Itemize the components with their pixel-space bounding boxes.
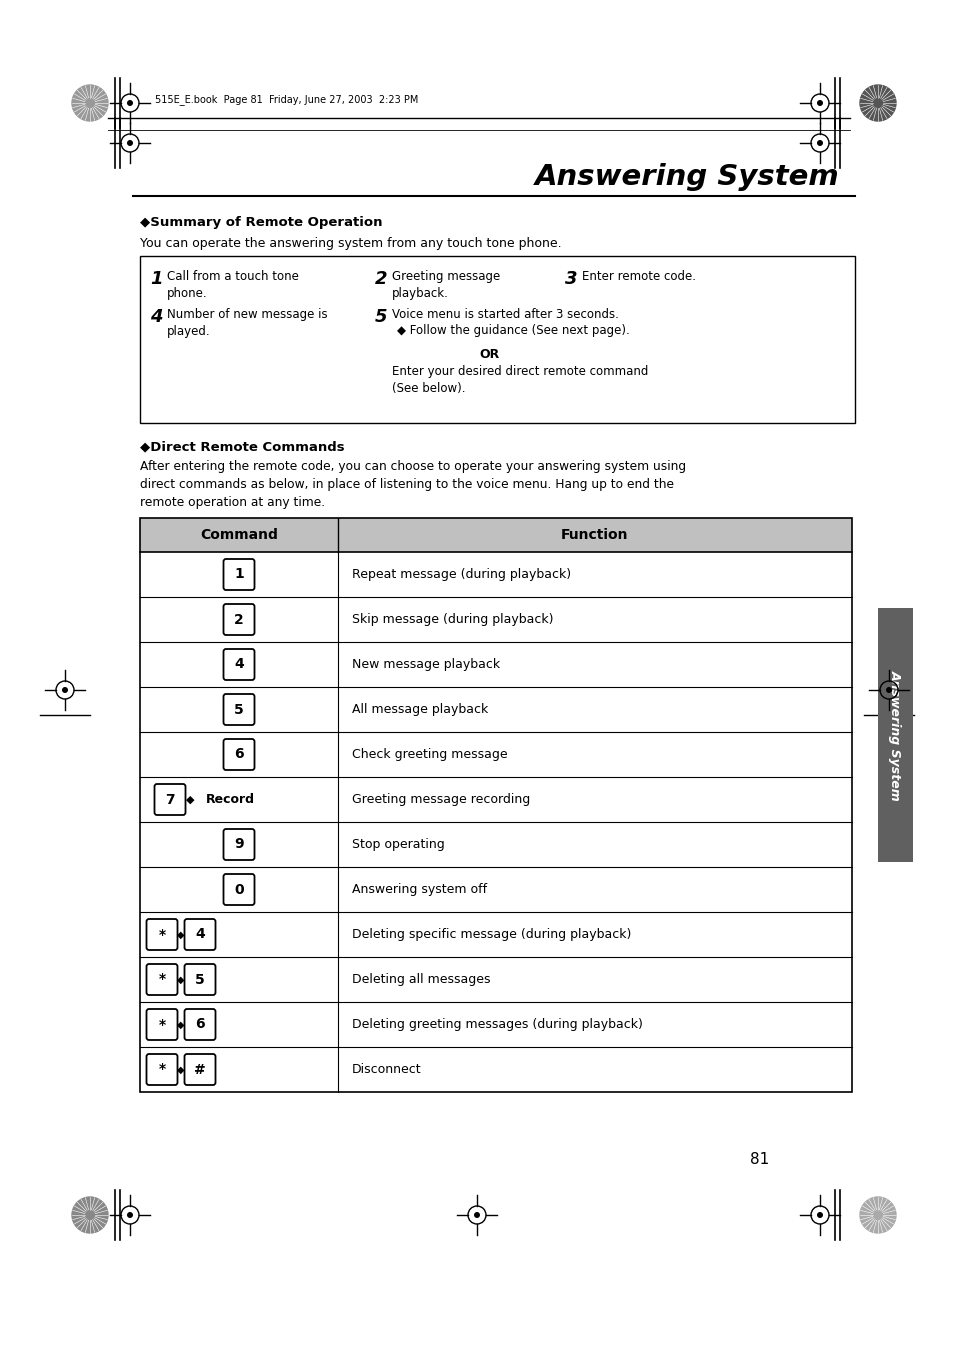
Circle shape bbox=[71, 85, 108, 122]
Text: Answering System: Answering System bbox=[535, 163, 840, 190]
Text: Number of new message is
played.: Number of new message is played. bbox=[167, 308, 327, 338]
FancyBboxPatch shape bbox=[223, 739, 254, 770]
FancyBboxPatch shape bbox=[184, 1009, 215, 1040]
Text: All message playback: All message playback bbox=[352, 703, 488, 716]
Text: *: * bbox=[158, 973, 166, 986]
Text: 5: 5 bbox=[233, 703, 244, 716]
Bar bbox=[877, 608, 912, 862]
FancyBboxPatch shape bbox=[223, 648, 254, 680]
Circle shape bbox=[816, 1212, 822, 1219]
Text: 81: 81 bbox=[750, 1152, 769, 1167]
FancyBboxPatch shape bbox=[154, 784, 185, 815]
Text: Greeting message
playback.: Greeting message playback. bbox=[392, 270, 499, 300]
Text: ◆: ◆ bbox=[177, 974, 185, 985]
Text: New message playback: New message playback bbox=[352, 658, 499, 671]
Text: OR: OR bbox=[479, 349, 499, 361]
FancyBboxPatch shape bbox=[147, 1009, 177, 1040]
Text: 515E_E.book  Page 81  Friday, June 27, 2003  2:23 PM: 515E_E.book Page 81 Friday, June 27, 200… bbox=[154, 95, 418, 105]
Circle shape bbox=[71, 1197, 108, 1233]
Text: Record: Record bbox=[206, 793, 254, 807]
Circle shape bbox=[127, 1212, 132, 1219]
Text: Call from a touch tone
phone.: Call from a touch tone phone. bbox=[167, 270, 298, 300]
Text: You can operate the answering system from any touch tone phone.: You can operate the answering system fro… bbox=[140, 236, 561, 250]
Text: 1: 1 bbox=[150, 270, 162, 288]
FancyBboxPatch shape bbox=[223, 874, 254, 905]
Text: 7: 7 bbox=[165, 793, 174, 807]
Text: Voice menu is started after 3 seconds.: Voice menu is started after 3 seconds. bbox=[392, 308, 618, 322]
Text: Repeat message (during playback): Repeat message (during playback) bbox=[352, 567, 571, 581]
Circle shape bbox=[885, 688, 891, 693]
FancyBboxPatch shape bbox=[147, 1054, 177, 1085]
Text: *: * bbox=[158, 928, 166, 942]
Text: 4: 4 bbox=[195, 928, 205, 942]
Text: 5: 5 bbox=[375, 308, 387, 326]
Circle shape bbox=[127, 141, 132, 146]
Text: 2: 2 bbox=[233, 612, 244, 627]
Text: #: # bbox=[193, 1062, 206, 1077]
Text: Enter remote code.: Enter remote code. bbox=[581, 270, 696, 282]
Text: ◆Summary of Remote Operation: ◆Summary of Remote Operation bbox=[140, 216, 382, 230]
FancyBboxPatch shape bbox=[223, 559, 254, 590]
Text: 9: 9 bbox=[233, 838, 244, 851]
Text: 4: 4 bbox=[150, 308, 162, 326]
Text: 2: 2 bbox=[375, 270, 387, 288]
Text: After entering the remote code, you can choose to operate your answering system : After entering the remote code, you can … bbox=[140, 459, 685, 509]
Circle shape bbox=[474, 1212, 479, 1219]
Text: Check greeting message: Check greeting message bbox=[352, 748, 507, 761]
Text: Deleting specific message (during playback): Deleting specific message (during playba… bbox=[352, 928, 631, 942]
Text: 4: 4 bbox=[233, 658, 244, 671]
Text: Answering system off: Answering system off bbox=[352, 884, 487, 896]
FancyBboxPatch shape bbox=[184, 1054, 215, 1085]
Circle shape bbox=[859, 85, 895, 122]
Text: Command: Command bbox=[200, 528, 277, 542]
Text: 5: 5 bbox=[195, 973, 205, 986]
Circle shape bbox=[816, 100, 822, 105]
Bar bbox=[140, 517, 851, 1092]
FancyBboxPatch shape bbox=[184, 919, 215, 950]
Text: Stop operating: Stop operating bbox=[352, 838, 444, 851]
Text: 3: 3 bbox=[564, 270, 577, 288]
Text: Skip message (during playback): Skip message (during playback) bbox=[352, 613, 553, 626]
Text: Function: Function bbox=[560, 528, 628, 542]
Text: Enter your desired direct remote command
(See below).: Enter your desired direct remote command… bbox=[392, 365, 648, 394]
Circle shape bbox=[859, 1197, 895, 1233]
Text: Deleting greeting messages (during playback): Deleting greeting messages (during playb… bbox=[352, 1019, 642, 1031]
Text: Deleting all messages: Deleting all messages bbox=[352, 973, 490, 986]
Bar bbox=[140, 517, 851, 553]
Text: ◆Direct Remote Commands: ◆Direct Remote Commands bbox=[140, 440, 344, 453]
FancyBboxPatch shape bbox=[147, 965, 177, 994]
Text: *: * bbox=[158, 1062, 166, 1077]
Text: *: * bbox=[158, 1017, 166, 1032]
Text: ◆: ◆ bbox=[186, 794, 194, 804]
Bar bbox=[140, 255, 854, 423]
Text: ◆: ◆ bbox=[177, 1065, 185, 1074]
Circle shape bbox=[62, 688, 68, 693]
FancyBboxPatch shape bbox=[223, 604, 254, 635]
Circle shape bbox=[127, 100, 132, 105]
Text: ◆: ◆ bbox=[177, 1020, 185, 1029]
FancyBboxPatch shape bbox=[223, 830, 254, 861]
FancyBboxPatch shape bbox=[184, 965, 215, 994]
Text: Disconnect: Disconnect bbox=[352, 1063, 421, 1075]
Text: 0: 0 bbox=[233, 882, 244, 897]
FancyBboxPatch shape bbox=[147, 919, 177, 950]
Text: Answering System: Answering System bbox=[888, 670, 901, 800]
Text: ◆: ◆ bbox=[177, 929, 185, 939]
Text: Greeting message recording: Greeting message recording bbox=[352, 793, 530, 807]
Text: 6: 6 bbox=[195, 1017, 205, 1032]
FancyBboxPatch shape bbox=[223, 694, 254, 725]
Circle shape bbox=[816, 141, 822, 146]
Text: 6: 6 bbox=[233, 747, 244, 762]
Text: ◆ Follow the guidance (See next page).: ◆ Follow the guidance (See next page). bbox=[396, 324, 629, 336]
Text: 1: 1 bbox=[233, 567, 244, 581]
